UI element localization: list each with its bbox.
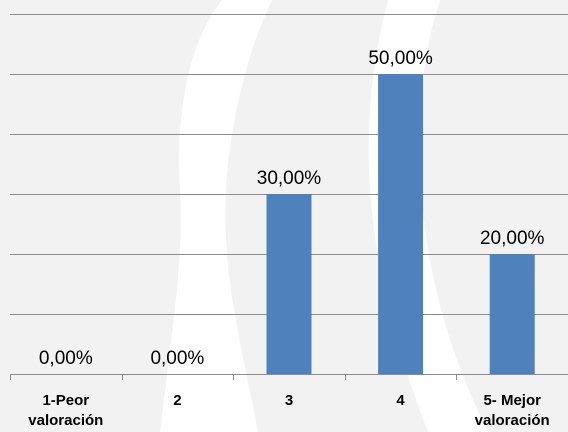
bar xyxy=(266,194,312,374)
bars xyxy=(266,74,535,374)
data-label: 0,00% xyxy=(150,348,204,369)
bar xyxy=(489,254,535,374)
data-label: 0,00% xyxy=(39,348,93,369)
category-labels: 1-Peor valoración 2 3 4 5- Mejor valoración xyxy=(28,392,549,429)
category-label: 5- Mejor valoración xyxy=(475,392,550,429)
category-label: 1-Peor valoración xyxy=(28,392,103,429)
data-label: 20,00% xyxy=(480,228,545,249)
x-axis xyxy=(10,374,568,380)
data-labels: 0,00% 0,00% 30,00% 50,00% 20,00% xyxy=(39,48,545,369)
data-label: 50,00% xyxy=(368,48,433,69)
category-label: 3 xyxy=(285,392,293,409)
data-label: 30,00% xyxy=(257,168,322,189)
bar xyxy=(378,74,424,374)
category-label: 2 xyxy=(173,392,181,409)
category-label: 4 xyxy=(396,392,405,409)
watermark-swoosh-left xyxy=(160,0,272,432)
